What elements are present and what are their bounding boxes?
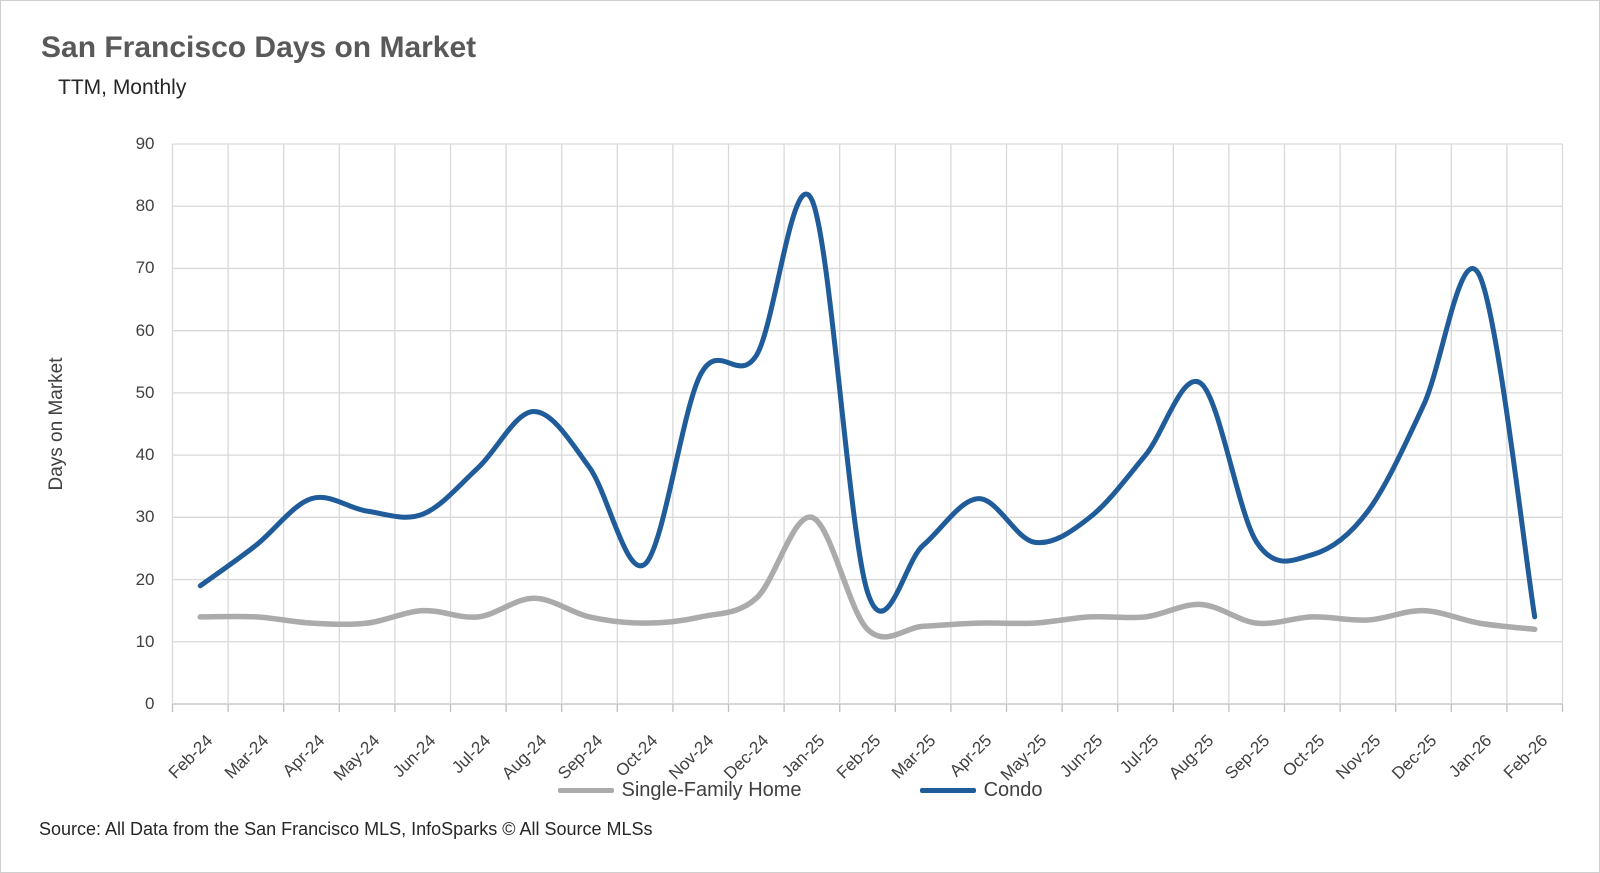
- y-tick-label: 20: [135, 569, 155, 589]
- y-tick-label: 10: [135, 631, 155, 651]
- y-tick-label: 40: [135, 445, 155, 465]
- legend-item-single-family: Single-Family Home: [557, 779, 802, 802]
- y-tick-label: 50: [135, 382, 155, 402]
- legend-label-condo: Condo: [983, 779, 1043, 801]
- series-line-condo: [197, 191, 1538, 620]
- legend-item-condo: Condo: [919, 779, 1043, 802]
- source-note: Source: All Data from the San Francisco …: [39, 819, 653, 839]
- chart-subtitle: TTM, Monthly: [58, 76, 187, 99]
- legend: Single-Family Home Condo: [1, 779, 1599, 802]
- y-tick-label: 80: [135, 196, 155, 216]
- y-tick-label: 60: [135, 320, 155, 340]
- page-title: San Francisco Days on Market: [41, 31, 477, 64]
- y-tick-label: 70: [135, 258, 155, 278]
- y-tick-label: 30: [135, 507, 155, 527]
- series-line-single-family-home: [197, 514, 1538, 640]
- y-tick-label: 0: [145, 694, 155, 713]
- condo-line-swatch: [919, 788, 976, 793]
- single-family-line-swatch: [557, 788, 614, 793]
- legend-label-single-family: Single-Family Home: [621, 779, 802, 801]
- y-tick-label: 90: [135, 134, 155, 153]
